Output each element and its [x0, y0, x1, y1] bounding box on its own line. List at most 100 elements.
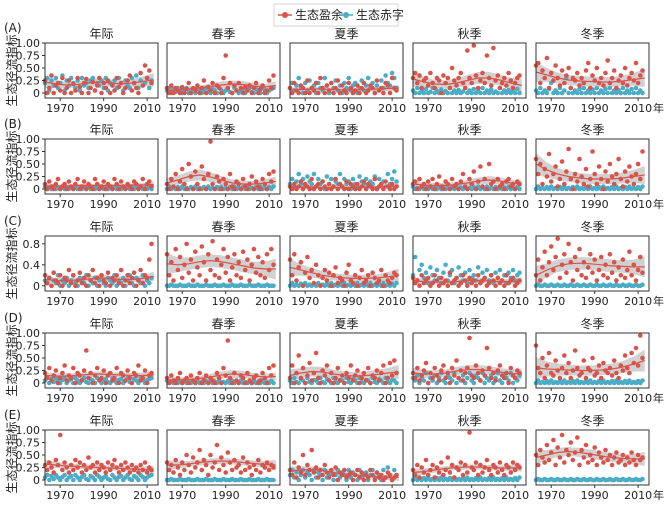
surplus-point — [595, 463, 600, 468]
surplus-point — [138, 71, 143, 76]
surplus-point — [355, 83, 360, 88]
surplus-point — [553, 255, 558, 260]
deficit-point — [271, 478, 276, 483]
surplus-point — [595, 278, 600, 283]
panel-A-0: 年际1970 1990 201000.250.500.751.00 — [16, 27, 162, 115]
x-tick-label: 1990 — [212, 295, 240, 308]
surplus-point — [545, 363, 550, 368]
deficit-point — [93, 478, 98, 483]
surplus-point — [173, 381, 178, 386]
x-tick-label: 2010 — [378, 295, 406, 308]
surplus-point — [325, 278, 330, 283]
surplus-point — [71, 468, 76, 473]
surplus-point — [210, 239, 215, 244]
x-tick-label: 2010 — [624, 198, 652, 211]
surplus-point — [504, 273, 509, 278]
deficit-point — [130, 478, 135, 483]
surplus-point — [228, 172, 233, 177]
surplus-point — [545, 174, 550, 179]
deficit-point — [517, 270, 522, 275]
surplus-point — [601, 83, 606, 88]
surplus-point — [586, 61, 591, 66]
surplus-point — [638, 73, 643, 78]
surplus-point — [230, 265, 235, 270]
surplus-point — [265, 187, 270, 192]
surplus-point — [93, 470, 98, 475]
surplus-point — [590, 356, 595, 361]
surplus-point — [487, 162, 492, 167]
surplus-point — [250, 91, 255, 96]
surplus-point — [636, 81, 641, 86]
surplus-point — [614, 450, 619, 455]
surplus-point — [114, 273, 119, 278]
surplus-point — [78, 460, 83, 465]
x-tick-label: 1990 — [212, 102, 240, 115]
surplus-point — [128, 470, 133, 475]
surplus-point — [292, 381, 297, 386]
surplus-point — [333, 265, 338, 270]
surplus-point — [138, 268, 143, 273]
x-tick-label: 1990 — [212, 198, 240, 211]
surplus-point — [388, 91, 393, 96]
surplus-point — [86, 91, 91, 96]
x-axis-unit: 年 — [653, 488, 664, 502]
surplus-point — [566, 453, 571, 458]
surplus-point — [562, 252, 567, 257]
surplus-point — [239, 86, 244, 91]
x-axis-unit: 年 — [653, 294, 664, 308]
surplus-point — [91, 381, 96, 386]
surplus-point — [210, 81, 215, 86]
surplus-point — [424, 187, 429, 192]
surplus-point — [394, 371, 399, 376]
x-tick-label: 1990 — [90, 392, 118, 405]
surplus-point — [243, 268, 248, 273]
panel-title: 夏季 — [334, 123, 358, 137]
surplus-point — [355, 468, 360, 473]
surplus-point — [114, 366, 119, 371]
surplus-point — [610, 270, 615, 275]
panel-title: 夏季 — [334, 27, 358, 41]
surplus-point — [424, 361, 429, 366]
surplus-point — [241, 91, 246, 96]
surplus-point — [379, 86, 384, 91]
surplus-point — [331, 184, 336, 189]
surplus-point — [571, 278, 576, 283]
panel-E-1: 春季1970 1990 2010 — [165, 414, 283, 502]
x-tick-label: 2010 — [133, 489, 161, 502]
surplus-point — [379, 268, 384, 273]
deficit-point — [422, 378, 427, 383]
surplus-point — [426, 83, 431, 88]
surplus-point — [346, 81, 351, 86]
x-tick-label: 1970 — [537, 295, 565, 308]
surplus-point — [71, 187, 76, 192]
deficit-point — [307, 473, 312, 478]
surplus-point — [590, 458, 595, 463]
surplus-point — [346, 263, 351, 268]
deficit-point — [454, 381, 459, 386]
surplus-point — [80, 470, 85, 475]
surplus-point — [325, 363, 330, 368]
surplus-point — [498, 363, 503, 368]
surplus-point — [608, 81, 613, 86]
panel-title: 年际 — [89, 317, 113, 331]
surplus-point — [605, 458, 610, 463]
deficit-point — [323, 76, 328, 81]
surplus-point — [56, 281, 61, 286]
surplus-point — [67, 179, 72, 184]
surplus-point — [230, 91, 235, 96]
surplus-point — [202, 177, 207, 182]
surplus-point — [134, 86, 139, 91]
surplus-point — [536, 257, 541, 262]
x-tick-label: 2010 — [624, 102, 652, 115]
surplus-point — [448, 381, 453, 386]
deficit-point — [71, 478, 76, 483]
surplus-point — [355, 368, 360, 373]
panel-C-1: 春季1970 1990 2010 — [165, 220, 283, 308]
x-tick-label: 1990 — [581, 102, 609, 115]
legend: 生态盈余 生态赤字 — [274, 4, 404, 26]
surplus-point — [145, 381, 150, 386]
surplus-point — [99, 91, 104, 96]
surplus-point — [206, 252, 211, 257]
panel-title: 春季 — [211, 317, 235, 331]
surplus-point — [428, 71, 433, 76]
